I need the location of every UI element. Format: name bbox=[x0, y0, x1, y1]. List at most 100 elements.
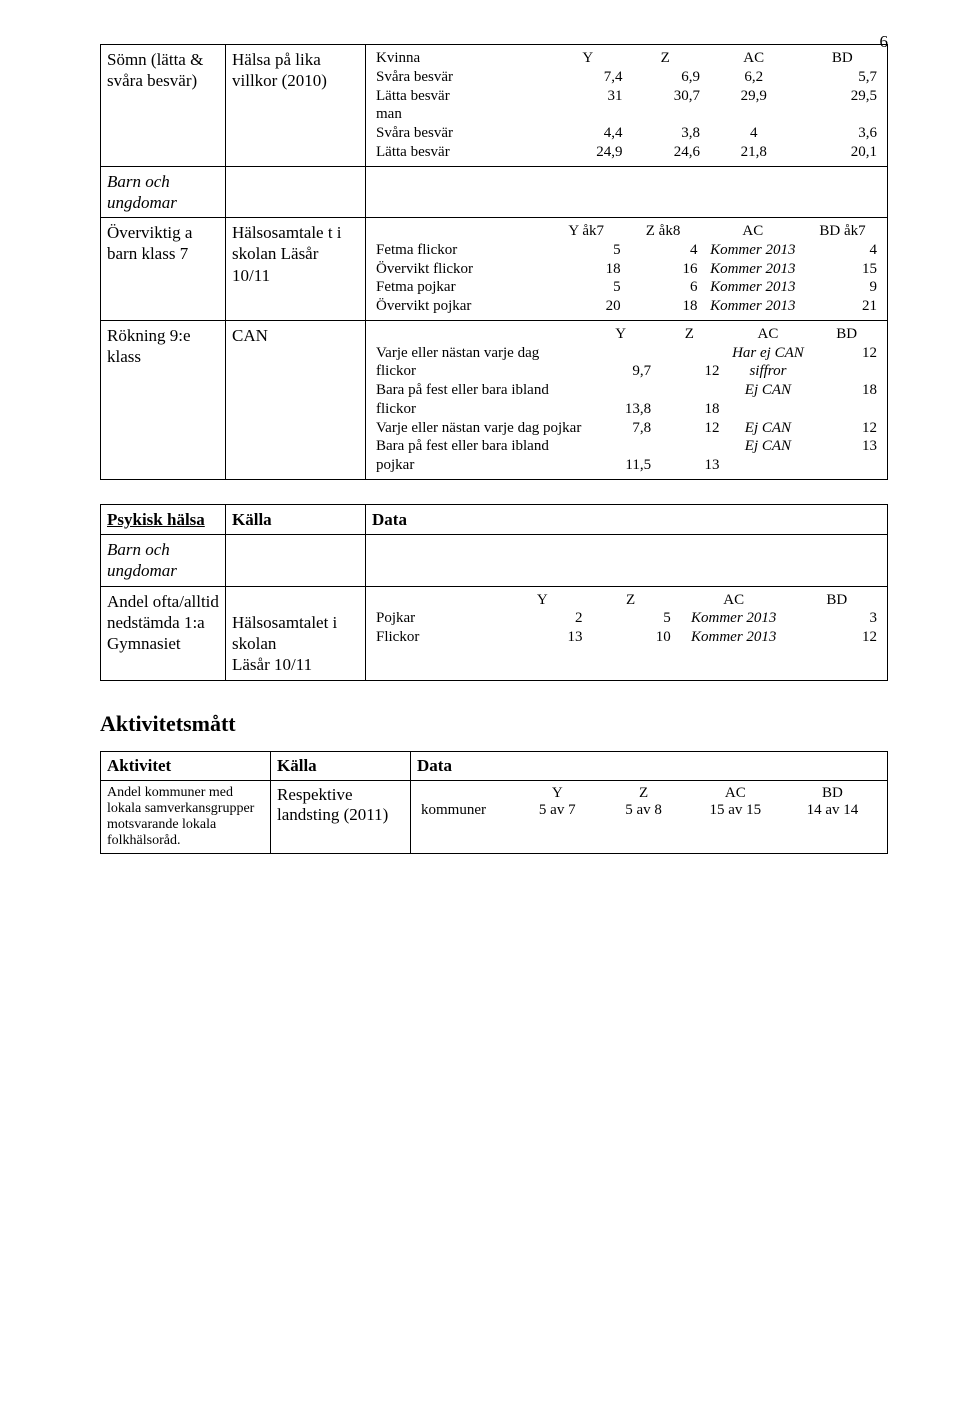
text: CAN bbox=[232, 326, 268, 345]
kommer: Kommer 2013 bbox=[675, 609, 793, 628]
akt-h2: Källa bbox=[271, 751, 411, 780]
val: 12 bbox=[655, 344, 723, 382]
psyk-source: Hälsosamtalet i skolan Läsår 10/11 bbox=[226, 586, 366, 680]
psyk-data: Y Z AC BD Pojkar 2 5 Kommer 2013 3 bbox=[366, 586, 888, 680]
val: 20 bbox=[548, 297, 625, 316]
val: 24,6 bbox=[626, 143, 703, 162]
latta2-lbl: Lätta besvär bbox=[372, 143, 549, 162]
val: 5 av 8 bbox=[600, 802, 686, 819]
latta-besvar-lbl: Lätta besvär bbox=[372, 87, 549, 106]
col: Y åk7 bbox=[548, 222, 625, 241]
table-psykisk: Psykisk hälsa Källa Data Barn och ungdom… bbox=[100, 504, 888, 681]
col-y: Y bbox=[549, 49, 626, 68]
col: Z bbox=[586, 591, 674, 610]
text: Överviktig a barn klass 7 bbox=[107, 223, 192, 263]
col: Y bbox=[514, 785, 600, 802]
row-source-somn: Hälsa på lika villkor (2010) bbox=[226, 45, 366, 167]
text: Sömn (lätta & svåra besvär) bbox=[107, 50, 203, 90]
col: BD åk7 bbox=[804, 222, 881, 241]
val: 11,5 bbox=[586, 437, 655, 475]
psyk-left-label: Andel ofta/alltid nedstämda 1:a Gymnasie… bbox=[101, 586, 226, 680]
val: 21,8 bbox=[704, 143, 804, 162]
col: Y bbox=[586, 325, 655, 344]
empty bbox=[366, 166, 888, 218]
val: 5 bbox=[548, 241, 625, 260]
row-source-rokning: CAN bbox=[226, 320, 366, 479]
val: 29,9 bbox=[704, 87, 804, 106]
col: Z bbox=[600, 785, 686, 802]
table-1: Sömn (lätta & svåra besvär) Hälsa på lik… bbox=[100, 44, 888, 480]
akt-h3: Data bbox=[411, 751, 888, 780]
val: 21 bbox=[804, 297, 881, 316]
col-bd: BD bbox=[804, 49, 881, 68]
val: 5,7 bbox=[804, 68, 881, 87]
row-source-overvikt: Hälsosamtale t i skolan Läsår 10/11 bbox=[226, 218, 366, 321]
val: 12 bbox=[793, 628, 881, 647]
kommer: Kommer 2013 bbox=[701, 278, 804, 297]
aktivitet-heading: Aktivitetsmått bbox=[100, 711, 888, 737]
val: 12 bbox=[812, 344, 881, 382]
val: 2 bbox=[498, 609, 586, 628]
val: 6,9 bbox=[626, 68, 703, 87]
val: 5 bbox=[586, 609, 674, 628]
val: 9,7 bbox=[586, 344, 655, 382]
akt-source: Respektive landsting (2011) bbox=[271, 780, 411, 853]
kommer: Kommer 2013 bbox=[675, 628, 793, 647]
col: Y bbox=[498, 591, 586, 610]
psyk-barn: Barn och ungdomar bbox=[101, 535, 226, 587]
kommer: Kommer 2013 bbox=[701, 241, 804, 260]
val: 3,6 bbox=[804, 124, 881, 143]
kvinna-label: Kvinna bbox=[372, 49, 549, 68]
col: BD bbox=[793, 591, 881, 610]
ac: Ej CAN bbox=[724, 419, 813, 438]
lbl: Övervikt flickor bbox=[372, 260, 548, 279]
text: Hälsa på lika villkor (2010) bbox=[232, 50, 327, 90]
val: 15 bbox=[804, 260, 881, 279]
lbl: Varje eller nästan varje dag pojkar bbox=[372, 419, 586, 438]
page-number: 6 bbox=[880, 32, 889, 52]
val: 10 bbox=[586, 628, 674, 647]
val: 6,2 bbox=[704, 68, 804, 87]
table-aktivitet: Aktivitet Källa Data Andel kommuner med … bbox=[100, 751, 888, 854]
col: AC bbox=[675, 591, 793, 610]
text: Hälsosamtalet i skolan Läsår 10/11 bbox=[232, 613, 337, 675]
text: Rökning 9:e klass bbox=[107, 326, 191, 366]
svara2-lbl: Svåra besvär bbox=[372, 124, 549, 143]
val: 4,4 bbox=[549, 124, 626, 143]
row-data-rokning: Y Z AC BD Varje eller nästan varje dag f… bbox=[366, 320, 888, 479]
val: 15 av 15 bbox=[687, 802, 784, 819]
val: 7,4 bbox=[549, 68, 626, 87]
col: BD bbox=[812, 325, 881, 344]
page: 6 Sömn (lätta & svåra besvär) Hälsa på l… bbox=[0, 0, 960, 914]
col: AC bbox=[701, 222, 804, 241]
col: AC bbox=[724, 325, 813, 344]
akt-data: Y Z AC BD kommuner 5 av 7 5 av 8 15 av 1… bbox=[411, 780, 888, 853]
val: 6 bbox=[625, 278, 702, 297]
kommer: Kommer 2013 bbox=[701, 260, 804, 279]
col-ac: AC bbox=[704, 49, 804, 68]
ac-top: Har ej CAN siffror bbox=[724, 344, 813, 382]
akt-h1: Aktivitet bbox=[101, 751, 271, 780]
ac: Ej CAN bbox=[724, 381, 813, 419]
val: 18 bbox=[655, 381, 723, 419]
val: 29,5 bbox=[804, 87, 881, 106]
val: 18 bbox=[548, 260, 625, 279]
ac: Ej CAN bbox=[724, 437, 813, 475]
val: 18 bbox=[625, 297, 702, 316]
val: 3,8 bbox=[626, 124, 703, 143]
val: 5 av 7 bbox=[514, 802, 600, 819]
val: 13 bbox=[812, 437, 881, 475]
val: 24,9 bbox=[549, 143, 626, 162]
psyk-header2: Källa bbox=[226, 504, 366, 534]
row-label-somn: Sömn (lätta & svåra besvär) bbox=[101, 45, 226, 167]
val: 5 bbox=[548, 278, 625, 297]
barn-row-label: Barn och ungdomar bbox=[101, 166, 226, 218]
val: 13 bbox=[655, 437, 723, 475]
row-label-overvikt: Överviktig a barn klass 7 bbox=[101, 218, 226, 321]
val: 31 bbox=[549, 87, 626, 106]
val: 4 bbox=[804, 241, 881, 260]
val: 4 bbox=[625, 241, 702, 260]
lbl: Övervikt pojkar bbox=[372, 297, 548, 316]
col: AC bbox=[687, 785, 784, 802]
man-label: man bbox=[372, 105, 549, 124]
